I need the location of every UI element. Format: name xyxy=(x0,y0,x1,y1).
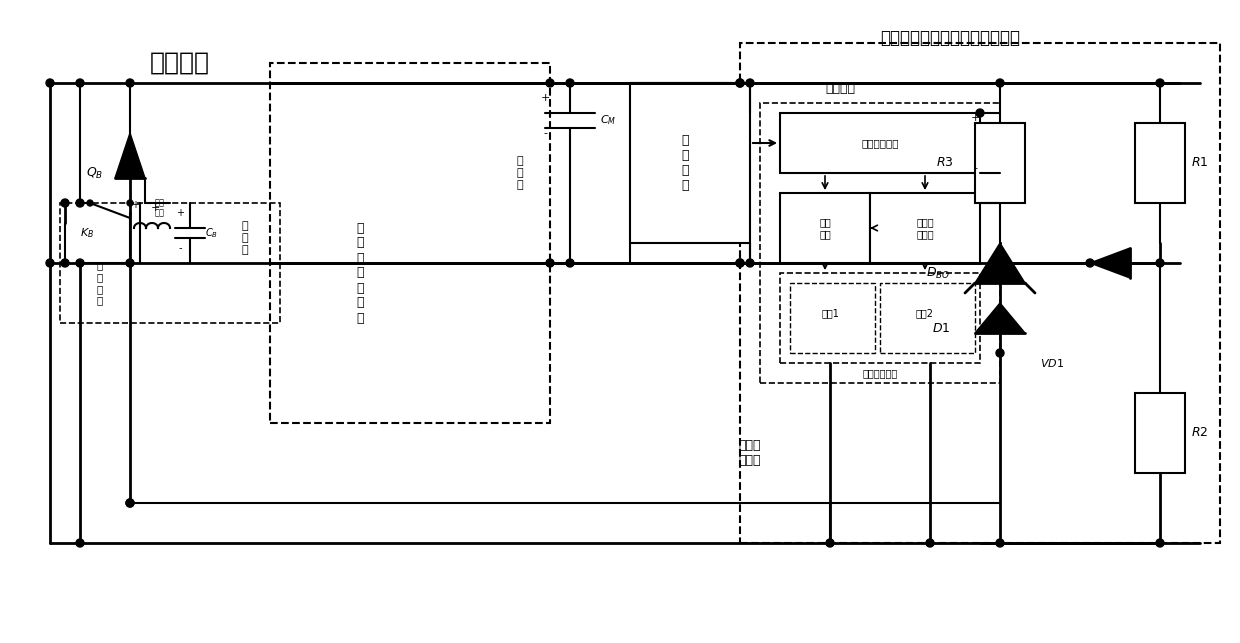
Text: 电
源
板
卡: 电 源 板 卡 xyxy=(681,134,688,192)
Circle shape xyxy=(126,499,134,507)
Circle shape xyxy=(976,109,985,117)
Bar xyxy=(975,123,1025,203)
Circle shape xyxy=(76,199,84,207)
Circle shape xyxy=(76,259,84,267)
Text: -: - xyxy=(973,163,977,173)
Circle shape xyxy=(1086,259,1094,267)
Circle shape xyxy=(737,79,744,87)
Bar xyxy=(880,283,975,353)
Text: +: + xyxy=(971,113,980,123)
Bar xyxy=(780,113,980,173)
Circle shape xyxy=(546,79,554,87)
Text: $Q_B$: $Q_B$ xyxy=(87,165,104,181)
Text: $K_B$: $K_B$ xyxy=(81,226,94,240)
Circle shape xyxy=(1156,79,1164,87)
Text: -: - xyxy=(543,128,547,138)
Text: 控制板卡: 控制板卡 xyxy=(825,82,856,95)
Circle shape xyxy=(996,79,1004,87)
Text: 旁
路
开
关: 旁 路 开 关 xyxy=(97,260,103,305)
Text: 单元2: 单元2 xyxy=(916,308,934,318)
Polygon shape xyxy=(1090,248,1130,278)
Text: 直
流
侧: 直 流 侧 xyxy=(517,156,523,190)
Bar xyxy=(790,283,875,353)
Bar xyxy=(760,103,999,383)
Circle shape xyxy=(126,200,133,206)
Bar xyxy=(1135,393,1185,473)
Text: 控制
线圈: 控制 线圈 xyxy=(155,198,165,218)
Bar xyxy=(60,203,280,323)
Polygon shape xyxy=(115,133,145,178)
Text: +: + xyxy=(176,208,184,218)
Circle shape xyxy=(746,79,754,87)
Circle shape xyxy=(76,539,84,547)
Text: 电源变换单元: 电源变换单元 xyxy=(862,138,899,148)
Circle shape xyxy=(737,259,744,267)
Text: 通讯
单元: 通讯 单元 xyxy=(820,217,831,239)
Text: $D_{BO}$: $D_{BO}$ xyxy=(926,266,950,280)
Text: $R3$: $R3$ xyxy=(936,156,954,170)
Text: 交
流
侧: 交 流 侧 xyxy=(242,221,248,255)
Text: 检测保
护单元: 检测保 护单元 xyxy=(916,217,934,239)
Circle shape xyxy=(1156,259,1164,267)
Circle shape xyxy=(737,79,744,87)
Text: $VD1$: $VD1$ xyxy=(1040,357,1064,369)
Circle shape xyxy=(565,259,574,267)
Bar xyxy=(780,273,980,363)
Bar xyxy=(1135,123,1185,203)
Circle shape xyxy=(46,79,55,87)
Text: 功
率
半
导
体
单
元: 功 率 半 导 体 单 元 xyxy=(356,221,363,325)
Bar xyxy=(870,193,980,263)
Circle shape xyxy=(996,349,1004,357)
Text: $R2$: $R2$ xyxy=(1192,426,1209,440)
Circle shape xyxy=(746,259,754,267)
Circle shape xyxy=(61,199,69,207)
Text: 单元1: 单元1 xyxy=(821,308,839,318)
Text: 旁路触发单元: 旁路触发单元 xyxy=(862,368,898,378)
Text: +: + xyxy=(541,93,549,103)
Circle shape xyxy=(76,79,84,87)
Circle shape xyxy=(546,259,554,267)
Bar xyxy=(780,193,870,263)
Circle shape xyxy=(996,539,1004,547)
Circle shape xyxy=(737,259,744,267)
Circle shape xyxy=(87,200,93,206)
Polygon shape xyxy=(975,243,1025,283)
Text: +: + xyxy=(150,203,160,213)
Text: -: - xyxy=(179,243,182,253)
Text: $R1$: $R1$ xyxy=(1192,156,1209,170)
Circle shape xyxy=(61,259,69,267)
Text: $C_B$: $C_B$ xyxy=(205,226,218,240)
Circle shape xyxy=(46,259,55,267)
Polygon shape xyxy=(975,303,1025,333)
Circle shape xyxy=(565,79,574,87)
Text: 旁路电
源输出: 旁路电 源输出 xyxy=(739,439,761,467)
Circle shape xyxy=(1156,539,1164,547)
Circle shape xyxy=(126,79,134,87)
Text: $D1$: $D1$ xyxy=(931,322,950,334)
Bar xyxy=(740,43,1220,543)
Circle shape xyxy=(126,499,134,507)
Text: $C_M$: $C_M$ xyxy=(600,113,616,127)
Circle shape xyxy=(126,259,134,267)
Circle shape xyxy=(926,539,934,547)
Circle shape xyxy=(826,539,835,547)
Text: 基于击穿二极管的冗余供能电路: 基于击穿二极管的冗余供能电路 xyxy=(880,29,1021,47)
Bar xyxy=(270,63,551,423)
Text: +: + xyxy=(131,200,139,210)
Bar xyxy=(630,83,750,243)
Text: 功率模块: 功率模块 xyxy=(150,51,210,75)
